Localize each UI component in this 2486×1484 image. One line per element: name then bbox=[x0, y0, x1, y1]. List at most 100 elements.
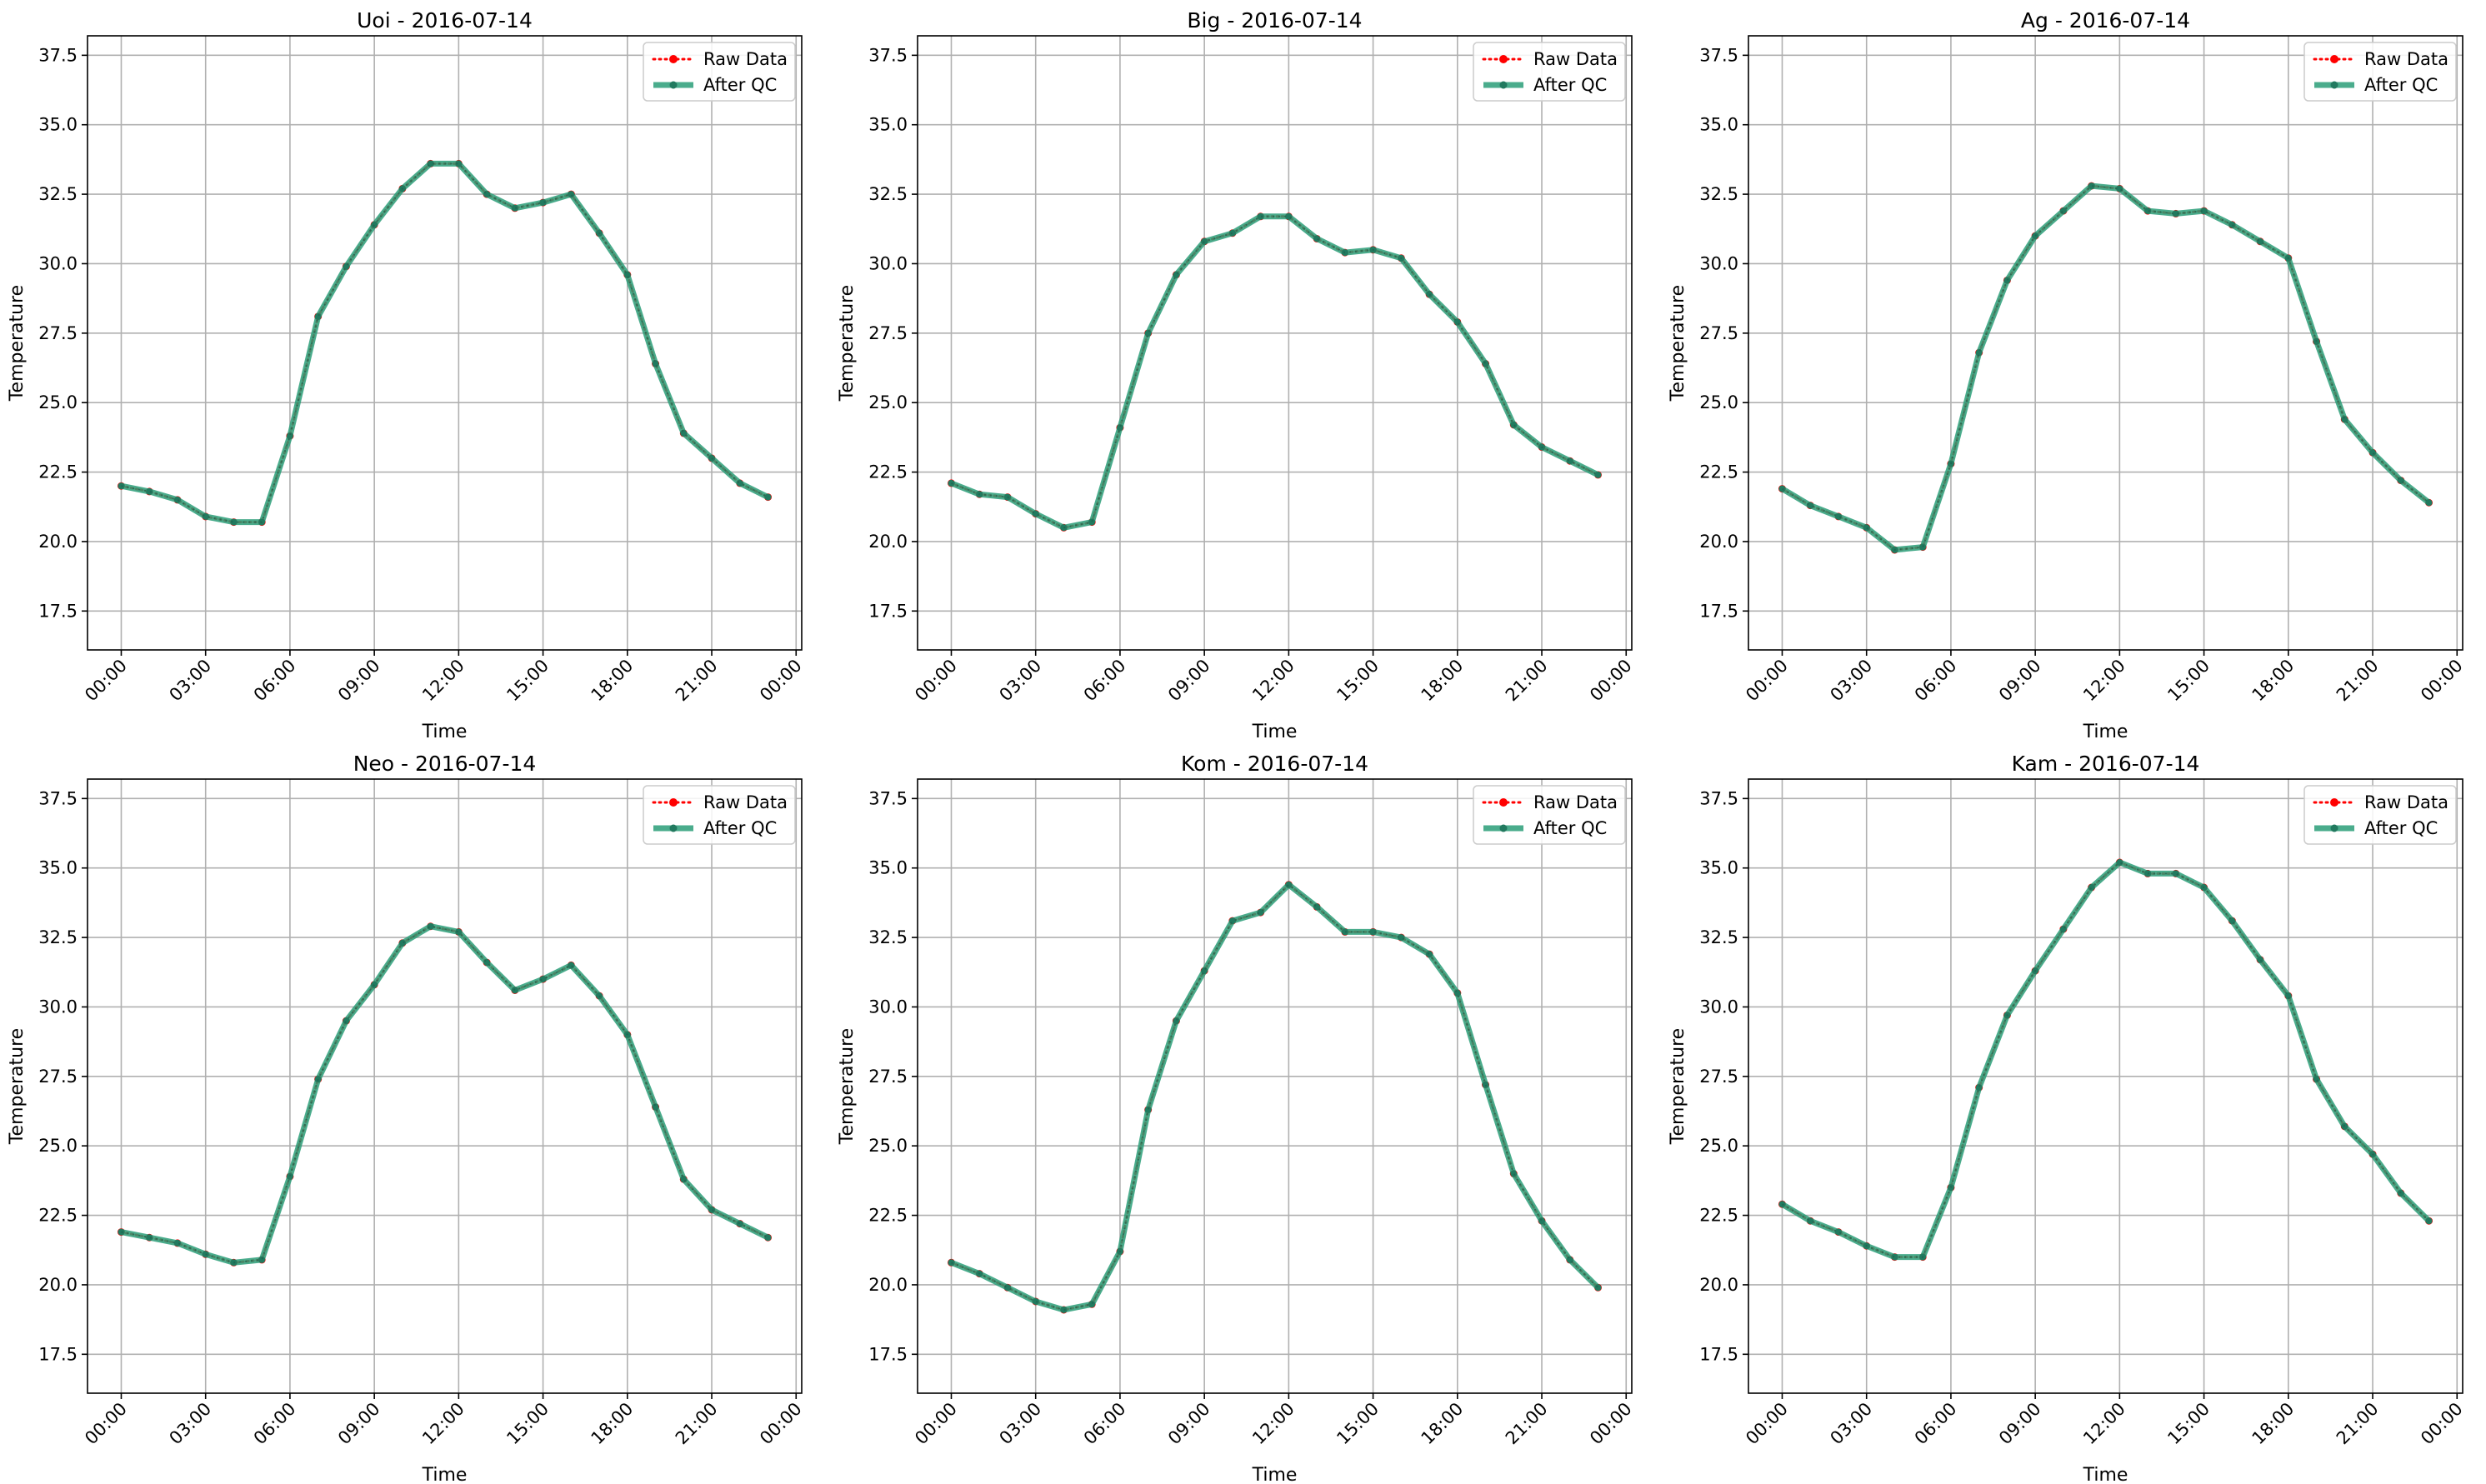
after-qc-point bbox=[652, 1103, 659, 1111]
y-tick-label: 25.0 bbox=[868, 392, 908, 412]
after-qc-point bbox=[1341, 928, 1348, 936]
y-tick-label: 37.5 bbox=[868, 45, 908, 65]
y-tick-label: 30.0 bbox=[1699, 997, 1738, 1017]
legend-label-raw: Raw Data bbox=[1533, 792, 1618, 812]
after-qc-point bbox=[427, 922, 434, 930]
x-tick-label: 06:00 bbox=[1080, 656, 1130, 706]
after-qc-point bbox=[539, 976, 547, 983]
x-tick-label: 21:00 bbox=[1502, 1399, 1552, 1449]
y-tick-label: 20.0 bbox=[1699, 532, 1738, 552]
after-qc-point bbox=[314, 1076, 322, 1083]
after-qc-point bbox=[1975, 1084, 1983, 1092]
x-tick-label: 18:00 bbox=[588, 1399, 638, 1449]
after-qc-point bbox=[2088, 182, 2095, 190]
after-qc-point bbox=[1285, 881, 1293, 888]
legend-label-qc: After QC bbox=[1533, 818, 1607, 838]
x-tick-label: 00:00 bbox=[911, 1399, 961, 1449]
after-qc-point bbox=[314, 312, 322, 320]
after-qc-point bbox=[1453, 989, 1461, 997]
after-qc-point bbox=[1228, 229, 1236, 237]
y-tick-label: 35.0 bbox=[868, 858, 908, 878]
y-tick-label: 27.5 bbox=[868, 323, 908, 343]
x-tick-label: 03:00 bbox=[1826, 1399, 1876, 1449]
after-qc-point bbox=[173, 1239, 181, 1247]
chart-title: Kom - 2016-07-14 bbox=[1181, 752, 1368, 776]
raw-data-line bbox=[1781, 184, 2430, 552]
after-qc-line bbox=[1780, 859, 2431, 1261]
x-tick-label: 06:00 bbox=[1911, 1399, 1961, 1449]
y-tick-label: 30.0 bbox=[868, 997, 908, 1017]
y-tick-label: 17.5 bbox=[868, 601, 908, 621]
x-tick-label: 00:00 bbox=[1586, 1399, 1636, 1449]
after-qc-point bbox=[258, 1256, 266, 1263]
after-qc-point bbox=[2228, 221, 2236, 228]
x-tick-label: 15:00 bbox=[2163, 1399, 2213, 1449]
series-after-qc bbox=[118, 160, 772, 526]
after-qc-point bbox=[2172, 870, 2179, 877]
legend: Raw Data After QC bbox=[643, 42, 796, 102]
after-qc-line bbox=[1780, 182, 2431, 553]
after-qc-point bbox=[1426, 951, 1433, 958]
x-tick-label: 03:00 bbox=[1826, 656, 1876, 706]
y-axis-label: Temperature bbox=[1668, 285, 1688, 402]
x-tick-label: 06:00 bbox=[1911, 656, 1961, 706]
y-tick-label: 35.0 bbox=[1699, 115, 1738, 135]
after-qc-point bbox=[652, 360, 659, 367]
x-tick-label: 15:00 bbox=[2163, 656, 2213, 706]
after-qc-point bbox=[2172, 210, 2179, 217]
x-tick-label: 00:00 bbox=[911, 656, 961, 706]
y-tick-label: 17.5 bbox=[1699, 601, 1738, 621]
after-qc-point bbox=[286, 432, 293, 440]
after-qc-point bbox=[623, 271, 631, 278]
chart-title: Ag - 2016-07-14 bbox=[2021, 8, 2190, 32]
after-qc-point bbox=[1919, 543, 1927, 551]
x-tick-label: 00:00 bbox=[756, 656, 806, 706]
x-tick-label: 03:00 bbox=[995, 656, 1045, 706]
y-axis-label: Temperature bbox=[1668, 1028, 1688, 1145]
axes-frame bbox=[87, 35, 803, 651]
y-tick-label: 25.0 bbox=[868, 1136, 908, 1156]
x-tick-label: 03:00 bbox=[165, 656, 215, 706]
y-tick-label: 20.0 bbox=[38, 1275, 78, 1295]
y-tick-label: 27.5 bbox=[868, 1067, 908, 1087]
x-tick-label: 09:00 bbox=[334, 1399, 384, 1449]
y-tick-label: 20.0 bbox=[1699, 1275, 1738, 1295]
y-tick-label: 27.5 bbox=[38, 1067, 78, 1087]
x-tick-label: 15:00 bbox=[1333, 656, 1383, 706]
after-qc-point bbox=[764, 493, 772, 501]
x-axis-label: Time bbox=[2083, 1465, 2128, 1484]
y-tick-label: 32.5 bbox=[868, 184, 908, 204]
after-qc-overlay bbox=[1781, 185, 2430, 551]
after-qc-point bbox=[2284, 992, 2292, 1000]
x-tick-label: 12:00 bbox=[1248, 656, 1298, 706]
legend-label-raw: Raw Data bbox=[2364, 792, 2448, 812]
chart-panel: 17.5 20.0 22.5 25.0 27.5 30.0 32.5 35.0 37.5 00:0… bbox=[1668, 752, 2467, 1484]
after-qc-point bbox=[511, 987, 518, 994]
after-qc-point bbox=[1834, 1228, 1842, 1236]
y-axis-label: Temperature bbox=[7, 1028, 28, 1145]
after-qc-point bbox=[118, 482, 125, 490]
after-qc-point bbox=[1863, 524, 1870, 532]
x-tick-label: 09:00 bbox=[1164, 1399, 1214, 1449]
y-tick-label: 30.0 bbox=[38, 997, 78, 1017]
grid bbox=[88, 36, 802, 650]
after-qc-point bbox=[2088, 884, 2095, 892]
y-tick-label: 25.0 bbox=[38, 1136, 78, 1156]
x-tick-label: 00:00 bbox=[756, 1399, 806, 1449]
after-qc-point bbox=[2369, 449, 2377, 457]
after-qc-point bbox=[1594, 471, 1602, 478]
x-tick-label: 09:00 bbox=[1164, 656, 1214, 706]
legend-label-qc: After QC bbox=[1533, 75, 1607, 95]
legend-label-qc: After QC bbox=[2364, 818, 2438, 838]
x-tick-label: 18:00 bbox=[588, 656, 638, 706]
y-tick-label: 17.5 bbox=[868, 1344, 908, 1364]
legend-raw-marker bbox=[1499, 798, 1508, 807]
x-tick-label: 00:00 bbox=[81, 1399, 131, 1449]
axes-frame bbox=[87, 778, 803, 1394]
after-qc-point bbox=[2313, 1076, 2320, 1083]
after-qc-point bbox=[1144, 1106, 1152, 1113]
after-qc-point bbox=[680, 429, 688, 437]
x-tick-label: 06:00 bbox=[1080, 1399, 1130, 1449]
after-qc-point bbox=[1257, 212, 1264, 220]
axes-frame bbox=[917, 778, 1633, 1394]
